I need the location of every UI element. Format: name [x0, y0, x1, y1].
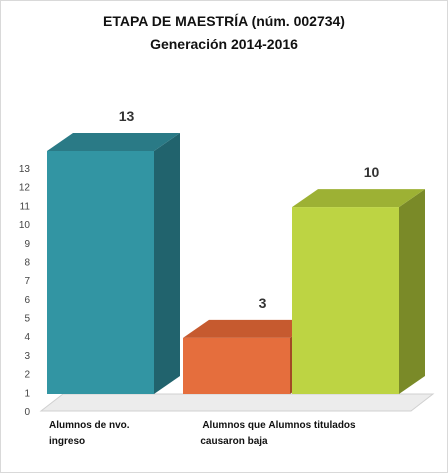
y-tick-label: 0	[24, 407, 30, 418]
chart-title: ETAPA DE MAESTRÍA (núm. 002734)	[103, 13, 345, 29]
bar-side	[154, 133, 180, 394]
bar	[292, 207, 399, 394]
y-tick-label: 6	[24, 295, 30, 306]
chart-subtitle: Generación 2014-2016	[150, 36, 298, 52]
y-tick-label: 4	[24, 332, 30, 343]
y-tick-label: 9	[24, 239, 30, 250]
bar-side	[399, 189, 425, 394]
y-tick-label: 3	[24, 351, 30, 362]
y-tick-label: 11	[20, 201, 31, 212]
y-tick-label: 7	[24, 276, 30, 287]
bar-top	[183, 319, 316, 338]
y-tick-label: 10	[19, 220, 31, 231]
bar	[47, 151, 154, 394]
category-label: Alumnos de nvo. ingreso	[49, 420, 130, 447]
category-label: Alumnos titulados	[268, 420, 356, 431]
y-tick-label: 12	[19, 183, 31, 194]
chart-floor	[39, 393, 435, 412]
bar-top	[292, 189, 425, 208]
data-label: 3	[259, 295, 267, 311]
bar-top	[47, 133, 180, 151]
y-tick-label: 5	[24, 314, 30, 325]
category-label: Alumnos que causaron baja	[200, 420, 268, 447]
y-tick-label: 8	[24, 257, 30, 268]
bar	[183, 337, 290, 394]
data-label: 10	[364, 164, 380, 180]
y-tick-label: 1	[24, 388, 30, 399]
data-label: 13	[119, 108, 135, 124]
y-tick-label: 2	[24, 370, 30, 381]
y-tick-label: 13	[19, 164, 31, 175]
